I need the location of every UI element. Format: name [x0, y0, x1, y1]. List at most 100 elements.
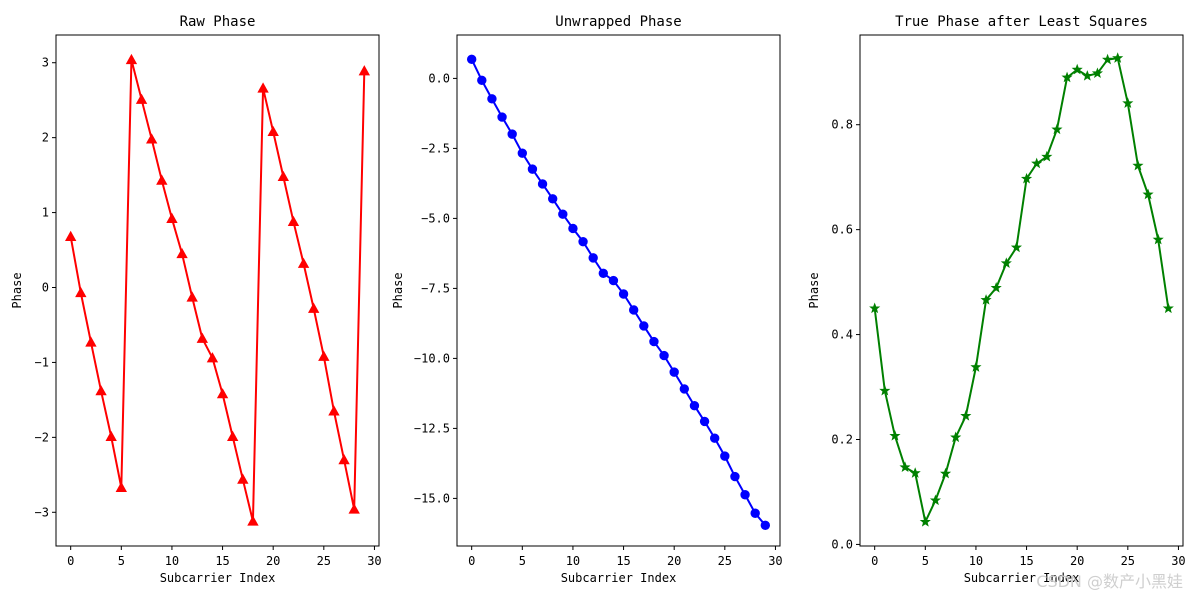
- y-tick-label: −2.5: [421, 141, 450, 155]
- data-point: [970, 361, 982, 372]
- data-point: [709, 433, 720, 443]
- data-point: [889, 429, 901, 441]
- y-tick-label: 0: [42, 281, 49, 295]
- x-tick-label: 25: [317, 554, 331, 568]
- data-point: [689, 401, 700, 411]
- data-point: [899, 461, 911, 473]
- data-point: [990, 282, 1002, 293]
- x-tick-label: 25: [718, 554, 732, 568]
- x-axis-label: Subcarrier Index: [561, 571, 677, 585]
- y-tick-label: 0.2: [831, 432, 853, 446]
- data-point: [628, 305, 639, 315]
- data-point: [135, 93, 148, 104]
- data-point: [206, 352, 219, 363]
- data-point: [879, 384, 891, 396]
- data-point: [1152, 233, 1164, 245]
- x-axis-label: Subcarrier Index: [964, 571, 1080, 585]
- data-point: [1051, 123, 1063, 135]
- data-point: [909, 467, 921, 478]
- x-tick-label: 5: [519, 554, 526, 568]
- x-tick-label: 30: [367, 554, 381, 568]
- x-tick-label: 15: [215, 554, 229, 568]
- data-point: [558, 209, 568, 219]
- data-point: [297, 257, 310, 268]
- plot-frame: [55, 34, 380, 547]
- chart-title: Raw Phase: [180, 14, 256, 30]
- data-point: [618, 289, 629, 299]
- x-tick-label: 5: [922, 554, 929, 568]
- x-tick-label: 20: [667, 554, 681, 568]
- data-point: [1010, 241, 1023, 253]
- y-tick-label: 2: [42, 131, 49, 145]
- x-tick-label: 5: [118, 554, 125, 568]
- data-point: [1132, 159, 1144, 171]
- data-point: [216, 388, 229, 399]
- x-tick-label: 0: [468, 554, 475, 568]
- data-point: [348, 503, 360, 514]
- data-point: [186, 291, 198, 302]
- x-tick-label: 15: [616, 554, 630, 568]
- y-tick-label: 0.6: [831, 223, 853, 237]
- x-tick-label: 30: [768, 554, 782, 568]
- data-point: [527, 164, 538, 174]
- series-markers: [869, 52, 1174, 527]
- data-point: [85, 336, 97, 347]
- y-tick-label: 0.0: [428, 71, 450, 85]
- y-tick-label: −3: [35, 505, 49, 519]
- data-point: [517, 148, 528, 158]
- data-point: [146, 133, 158, 144]
- y-tick-label: −5.0: [421, 211, 450, 225]
- data-point: [537, 179, 548, 189]
- data-point: [750, 508, 760, 518]
- series-markers: [466, 54, 771, 530]
- subplot-true-phase: True Phase after Least Squares 0 5 10 15 20 25…: [807, 14, 1186, 585]
- y-tick-label: −1: [35, 355, 49, 369]
- data-point: [547, 194, 558, 204]
- data-point: [1081, 70, 1093, 81]
- data-point: [156, 174, 168, 185]
- x-tick-label: 15: [1019, 554, 1033, 568]
- y-tick-label: 1: [42, 206, 49, 220]
- data-point: [730, 471, 740, 482]
- data-point: [588, 253, 598, 263]
- data-point: [1000, 257, 1012, 268]
- y-tick-label: 0.0: [831, 537, 853, 551]
- y-tick-label: −2: [35, 430, 49, 444]
- data-point: [487, 94, 497, 104]
- data-point: [257, 82, 269, 93]
- data-point: [115, 481, 127, 492]
- data-point: [1031, 157, 1043, 169]
- data-point: [1061, 71, 1073, 83]
- y-axis-label: Phase: [391, 272, 405, 308]
- data-point: [125, 53, 138, 65]
- data-point: [608, 275, 619, 286]
- y-axis-label: Phase: [10, 272, 24, 308]
- data-point: [1112, 52, 1124, 63]
- y-tick-label: −10.0: [414, 351, 450, 365]
- x-tick-label: 20: [266, 554, 280, 568]
- data-point: [679, 384, 690, 394]
- x-tick-label: 20: [1070, 554, 1084, 568]
- x-tick-label: 0: [871, 554, 878, 568]
- data-point: [196, 332, 208, 343]
- x-tick-label: 0: [67, 554, 74, 568]
- y-tick-label: −7.5: [421, 281, 450, 295]
- data-point: [760, 520, 771, 530]
- subplot-raw-phase: Raw Phase 0 5 10 15 20 25 30 −3 −2 −1 0 1 2 3 Subcarrie…: [10, 14, 382, 585]
- data-point: [65, 230, 77, 241]
- x-tick-label: 30: [1171, 554, 1185, 568]
- data-point: [227, 430, 239, 442]
- chart-title: True Phase after Least Squares: [895, 14, 1148, 30]
- data-point: [1071, 63, 1083, 75]
- data-point: [358, 65, 370, 76]
- data-point: [477, 75, 487, 86]
- data-point: [869, 302, 881, 314]
- data-point: [929, 494, 942, 506]
- data-point: [598, 268, 609, 278]
- watermark: CSDN @数产小黑娃: [1036, 572, 1183, 591]
- data-point: [267, 125, 279, 137]
- y-tick-label: 0.4: [831, 328, 853, 342]
- data-point: [1091, 67, 1104, 79]
- data-point: [1020, 172, 1033, 184]
